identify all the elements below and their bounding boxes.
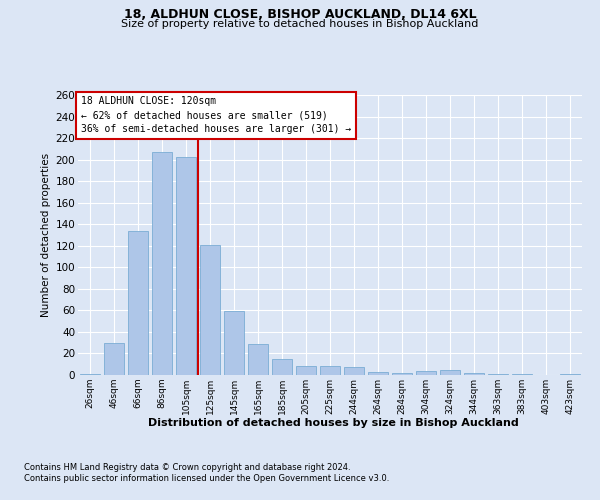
Bar: [248, 344, 268, 375]
Bar: [320, 366, 340, 375]
Bar: [344, 368, 364, 375]
Text: Distribution of detached houses by size in Bishop Auckland: Distribution of detached houses by size …: [148, 418, 518, 428]
Bar: [296, 366, 316, 375]
Bar: [464, 373, 484, 375]
Text: Size of property relative to detached houses in Bishop Auckland: Size of property relative to detached ho…: [121, 19, 479, 29]
Bar: [512, 374, 532, 375]
Bar: [488, 374, 508, 375]
Bar: [416, 370, 436, 375]
Bar: [224, 312, 244, 375]
Bar: [176, 158, 196, 375]
Bar: [440, 370, 460, 375]
Bar: [272, 359, 292, 375]
Bar: [200, 244, 220, 375]
Bar: [152, 152, 172, 375]
Y-axis label: Number of detached properties: Number of detached properties: [41, 153, 52, 317]
Bar: [392, 373, 412, 375]
Bar: [560, 374, 580, 375]
Text: 18, ALDHUN CLOSE, BISHOP AUCKLAND, DL14 6XL: 18, ALDHUN CLOSE, BISHOP AUCKLAND, DL14 …: [124, 8, 476, 20]
Text: 18 ALDHUN CLOSE: 120sqm
← 62% of detached houses are smaller (519)
36% of semi-d: 18 ALDHUN CLOSE: 120sqm ← 62% of detache…: [80, 96, 351, 134]
Text: Contains public sector information licensed under the Open Government Licence v3: Contains public sector information licen…: [24, 474, 389, 483]
Text: Contains HM Land Registry data © Crown copyright and database right 2024.: Contains HM Land Registry data © Crown c…: [24, 462, 350, 471]
Bar: [80, 374, 100, 375]
Bar: [128, 230, 148, 375]
Bar: [368, 372, 388, 375]
Bar: [104, 342, 124, 375]
